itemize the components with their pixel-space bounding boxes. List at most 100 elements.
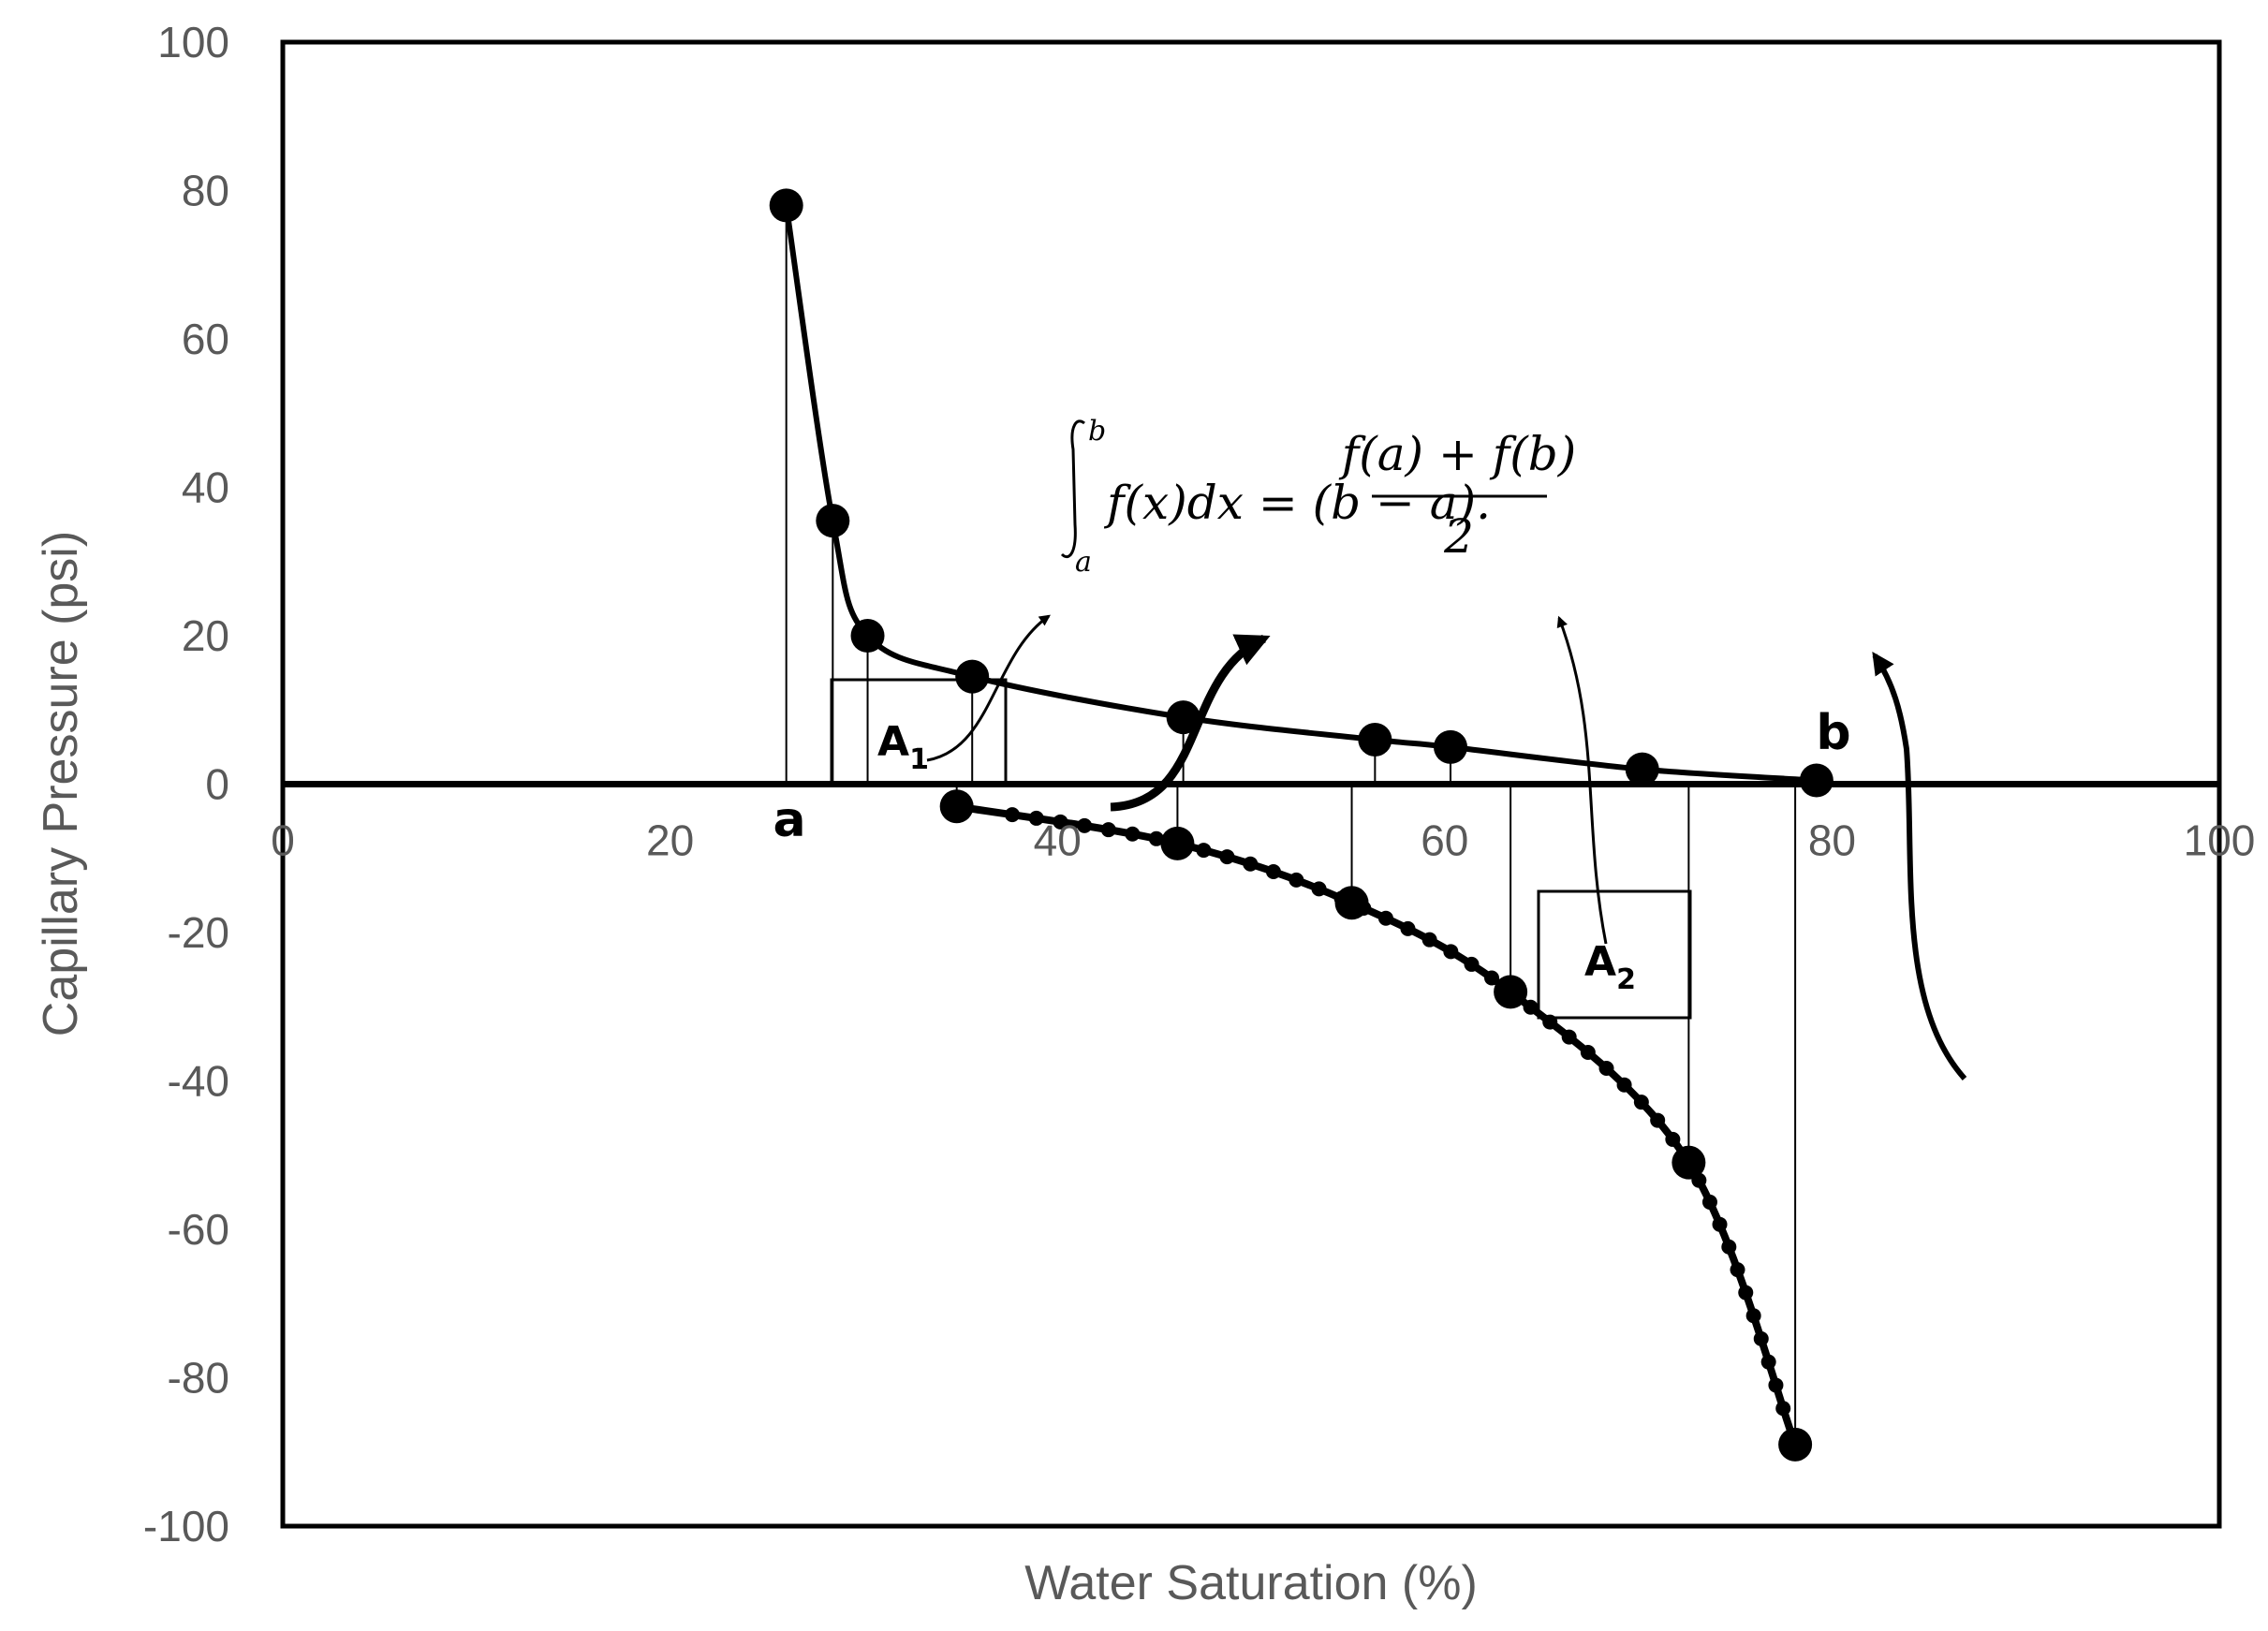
formula-upper-limit: b	[1088, 415, 1106, 448]
data-point	[1799, 763, 1834, 798]
curve-bead	[1028, 810, 1044, 826]
annotation-arrows	[926, 614, 1967, 1080]
data-point	[1625, 752, 1659, 786]
curve-bead	[1311, 881, 1327, 897]
data-point	[939, 789, 974, 824]
x-tick-labels: 0 20 40 60 80 100	[271, 816, 2255, 865]
curve-bead	[1464, 956, 1480, 972]
curve-bead	[1421, 932, 1437, 948]
area-label-a2-main: A	[1584, 938, 1616, 986]
data-point	[1672, 1145, 1706, 1180]
y-tick-label: -60	[168, 1205, 229, 1254]
curve-bead	[1580, 1045, 1596, 1061]
y-tick-label: -100	[143, 1502, 229, 1550]
curve-bead	[1730, 1262, 1745, 1278]
data-point	[769, 188, 803, 223]
y-tick-labels: 100 80 60 40 20 0 -20 -40 -60 -80 -100	[143, 18, 229, 1550]
x-tick-label: 100	[2184, 816, 2256, 865]
x-tick-label: 40	[1034, 816, 1082, 865]
curve-bead	[1633, 1095, 1649, 1110]
curve-bead	[1243, 856, 1259, 872]
data-point	[816, 504, 850, 538]
y-tick-label: 100	[157, 18, 229, 66]
area-label-a1-sub: 1	[909, 743, 929, 776]
x-tick-label: 0	[271, 816, 295, 865]
curve-bead	[1484, 970, 1500, 986]
curve-bead	[1077, 817, 1093, 833]
area-label-a1-main: A	[877, 718, 909, 766]
data-point	[955, 659, 990, 694]
curve-bead	[1053, 814, 1068, 830]
curve-bead	[1650, 1112, 1666, 1128]
formula-numerator: f(a) + f(b)	[1338, 427, 1577, 481]
data-point	[1434, 729, 1468, 764]
formula-integrand: f(x)dx = (b − a).	[1103, 476, 1491, 530]
curve-bead	[1665, 1131, 1681, 1147]
point-label-b: b	[1816, 705, 1850, 761]
series-imbibition	[939, 789, 1813, 1462]
curve-bead	[1768, 1377, 1784, 1393]
data-point	[1334, 886, 1369, 920]
curve-bead	[1616, 1077, 1632, 1093]
area-label-a2: A2	[1584, 938, 1636, 996]
curve-bead	[1745, 1308, 1761, 1324]
curve-bead	[1443, 944, 1459, 960]
curve-bead	[1760, 1354, 1776, 1370]
y-tick-label: -20	[168, 908, 229, 957]
curve-bead	[1561, 1029, 1577, 1045]
curve-bead	[1701, 1194, 1717, 1210]
arrow-a1-icon	[926, 614, 1051, 762]
area-a2-box	[1537, 889, 1692, 1020]
arrow-mid-icon	[1110, 634, 1271, 812]
curve-bead	[1721, 1239, 1737, 1255]
curve-bead	[1005, 807, 1021, 823]
curve-bead	[1598, 1061, 1614, 1077]
x-tick-label: 20	[646, 816, 694, 865]
series-drainage	[769, 188, 1834, 798]
curve-bead	[1219, 849, 1235, 865]
curve-bead	[1753, 1330, 1769, 1346]
y-tick-label: 40	[182, 463, 229, 512]
y-tick-label: 0	[205, 760, 229, 809]
data-point	[1494, 975, 1528, 1009]
curve-bead	[1542, 1014, 1558, 1030]
x-tick-label: 80	[1808, 816, 1856, 865]
curve-bead	[1100, 822, 1116, 838]
arrow-right-icon	[1872, 652, 1967, 1080]
area-a1-box	[830, 678, 1008, 786]
data-point	[1166, 700, 1200, 735]
curve-bead	[1196, 843, 1212, 859]
curve-bead	[1125, 826, 1141, 842]
y-tick-label: 20	[182, 611, 229, 660]
data-point	[1358, 722, 1392, 757]
drop-lines	[785, 205, 1818, 1445]
point-label-a: a	[773, 792, 805, 848]
curve-bead	[1738, 1285, 1754, 1300]
curve-bead	[1523, 999, 1539, 1015]
y-tick-label: 60	[182, 315, 229, 363]
formula-lower-limit: a	[1075, 546, 1092, 579]
integral-sign	[1060, 419, 1085, 559]
curve-bead	[1289, 872, 1304, 888]
y-axis-title: Capillary Pressure (psi)	[34, 531, 88, 1036]
area-label-a2-sub: 2	[1616, 963, 1636, 996]
y-tick-label: -40	[168, 1057, 229, 1106]
y-tick-label: 80	[182, 167, 229, 215]
curve-bead	[1377, 910, 1393, 926]
arrow-a2-icon	[1556, 615, 1608, 945]
trapezoid-formula: b a f(x)dx = (b − a). f(a) + f(b) 2	[1060, 415, 1577, 579]
curve-bead	[1400, 920, 1416, 936]
data-point	[1778, 1427, 1813, 1462]
x-axis-title: Water Saturation (%)	[1024, 1556, 1478, 1610]
y-tick-label: -80	[168, 1354, 229, 1403]
curve-bead	[1265, 863, 1281, 879]
series-line	[955, 802, 1799, 1447]
curve-bead	[1712, 1216, 1728, 1232]
data-point	[850, 619, 885, 653]
curve-bead	[1148, 830, 1164, 846]
formula-denominator: 2	[1443, 509, 1474, 564]
curve-bead	[1775, 1401, 1791, 1417]
area-label-a1: A1	[877, 718, 929, 776]
x-tick-label: 60	[1421, 816, 1468, 865]
